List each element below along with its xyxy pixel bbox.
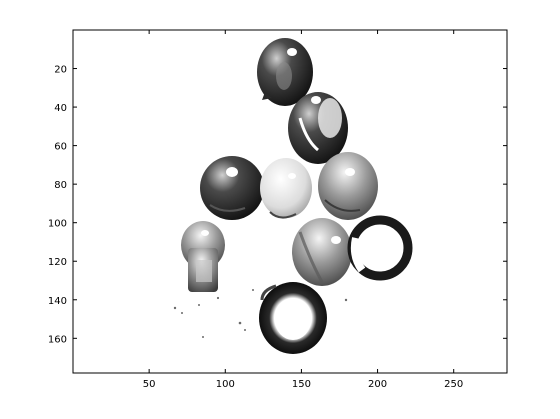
- balloon-ring-right: [347, 215, 413, 281]
- x-tick-label: 150: [292, 379, 311, 390]
- x-tick-label: 100: [216, 379, 235, 390]
- balloon-right: [318, 152, 378, 220]
- y-tick-label: 120: [48, 257, 67, 268]
- y-tick-label: 80: [54, 180, 67, 191]
- y-axis: 20 40 60 80 100 120 140 160: [48, 65, 507, 345]
- y-tick-label: 140: [48, 296, 67, 307]
- balloon-center: [260, 158, 312, 219]
- balloon-2: [288, 92, 348, 164]
- x-tick-label: 50: [143, 379, 156, 390]
- balloon-small-left: [181, 221, 225, 292]
- y-tick-label: 40: [54, 103, 67, 114]
- y-tick-label: 100: [48, 219, 67, 230]
- x-tick-label: 200: [368, 379, 387, 390]
- y-tick-label: 160: [48, 334, 67, 345]
- y-tick-label: 60: [54, 142, 67, 153]
- balloon-left: [200, 156, 264, 220]
- balloon-top: [257, 38, 313, 106]
- y-tick-label: 20: [54, 65, 67, 76]
- heatmap-image: [73, 30, 507, 373]
- x-axis: 50 100 150 200 250: [143, 30, 463, 390]
- balloon-lower: [292, 218, 352, 286]
- plot-frame: [72, 29, 508, 374]
- noise-speckles: [173, 289, 348, 338]
- balloon-ring-bottom: [259, 282, 327, 354]
- x-tick-label: 250: [444, 379, 463, 390]
